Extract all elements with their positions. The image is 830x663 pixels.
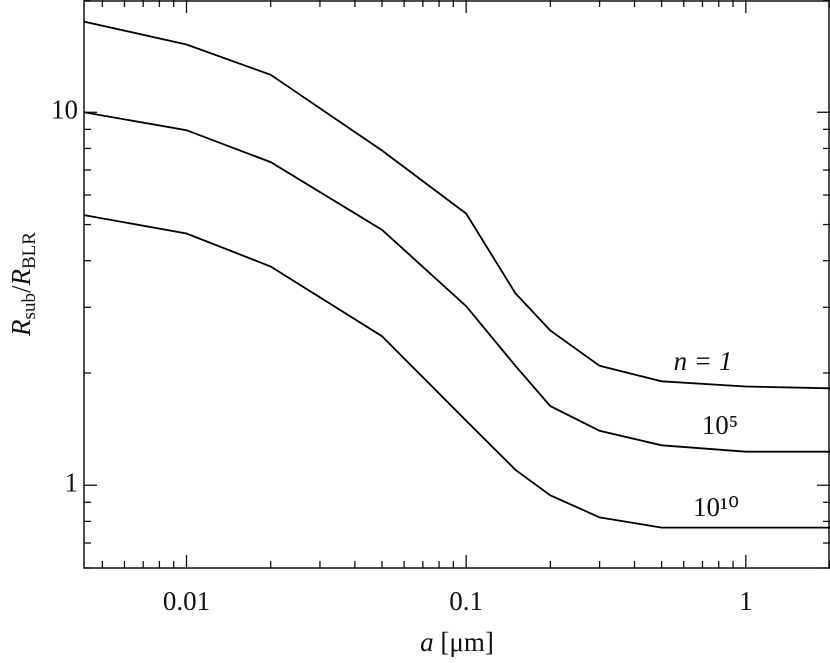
- x-label-part: a: [420, 627, 434, 657]
- x-tick-label: 0.01: [163, 586, 210, 616]
- x-label-part: [μm]: [434, 627, 494, 657]
- y-axis-label: Rsub/RBLR: [6, 232, 40, 337]
- curve: [83, 214, 830, 529]
- y-tick-label: 10: [51, 94, 78, 124]
- y-label-part: R: [6, 269, 36, 287]
- plot-frame: [83, 0, 830, 569]
- curve: [83, 20, 830, 390]
- curve: [83, 111, 830, 453]
- y-tick-label: 1: [65, 467, 79, 497]
- curve-label: 10¹⁰: [693, 492, 739, 522]
- curve-label: n = 1: [674, 346, 733, 376]
- x-tick-label: 1: [739, 586, 753, 616]
- x-axis-label: a [μm]: [420, 627, 494, 657]
- y-label-part: R: [6, 319, 36, 337]
- y-label-part: /: [6, 285, 36, 293]
- x-tick-label: 0.1: [449, 586, 483, 616]
- curve-label: 10⁵: [702, 410, 738, 440]
- y-label-part: BLR: [19, 232, 40, 269]
- y-label-part: sub: [19, 293, 40, 319]
